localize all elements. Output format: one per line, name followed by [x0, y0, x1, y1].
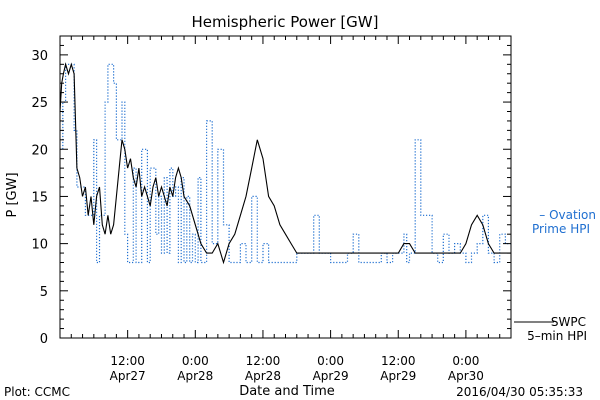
x-tick-date-label: Apr29: [313, 369, 349, 383]
x-axis: 12:00Apr270:00Apr2812:00Apr280:00Apr2912…: [59, 36, 512, 383]
x-tick-time-label: 12:00: [110, 354, 145, 368]
plot-timestamp: 2016/04/30 05:35:33: [456, 385, 583, 399]
plot-frame: [59, 35, 512, 339]
y-tick-label: 10: [31, 238, 48, 253]
chart-title: Hemispheric Power [GW]: [192, 13, 379, 31]
y-tick-label: 5: [40, 285, 48, 300]
y-tick-label: 20: [31, 143, 48, 158]
x-tick-time-label: 0:00: [317, 354, 344, 368]
x-axis-label: Date and Time: [239, 384, 335, 399]
x-tick-date-label: Apr30: [448, 369, 484, 383]
swpc-series-line: [59, 62, 511, 265]
plot-area: [59, 62, 511, 265]
y-tick-label: 0: [40, 332, 48, 347]
x-tick-date-label: Apr27: [110, 369, 146, 383]
y-axis: 0 5 10 15 20 25 30: [31, 35, 511, 347]
x-tick-time-label: 12:00: [381, 354, 416, 368]
x-tick-date-label: Apr28: [245, 369, 281, 383]
legend-ovation-line1: – Ovation: [539, 208, 596, 222]
ovation-series-line: [60, 63, 511, 264]
legend-ovation-line2: Prime HPI: [532, 222, 590, 236]
y-tick-label: 30: [31, 49, 48, 64]
legend: – Ovation Prime HPI SWPC 5–min HPI: [514, 208, 596, 343]
x-tick-time-label: 12:00: [246, 354, 281, 368]
plot-credit: Plot: CCMC: [4, 385, 70, 399]
y-tick-label: 25: [31, 96, 48, 111]
x-tick-time-label: 0:00: [182, 354, 209, 368]
legend-swpc-line2: 5–min HPI: [527, 329, 587, 343]
y-axis-label: P [GW]: [5, 172, 20, 217]
x-tick-date-label: Apr29: [380, 369, 416, 383]
y-tick-label: 15: [31, 190, 48, 205]
x-tick-date-label: Apr28: [177, 369, 213, 383]
x-tick-time-label: 0:00: [452, 354, 479, 368]
legend-swpc-line1: SWPC: [551, 315, 586, 329]
